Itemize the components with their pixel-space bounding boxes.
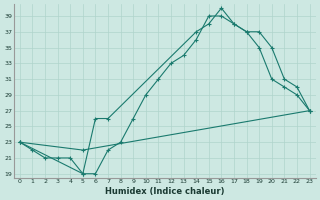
X-axis label: Humidex (Indice chaleur): Humidex (Indice chaleur) [105,187,224,196]
